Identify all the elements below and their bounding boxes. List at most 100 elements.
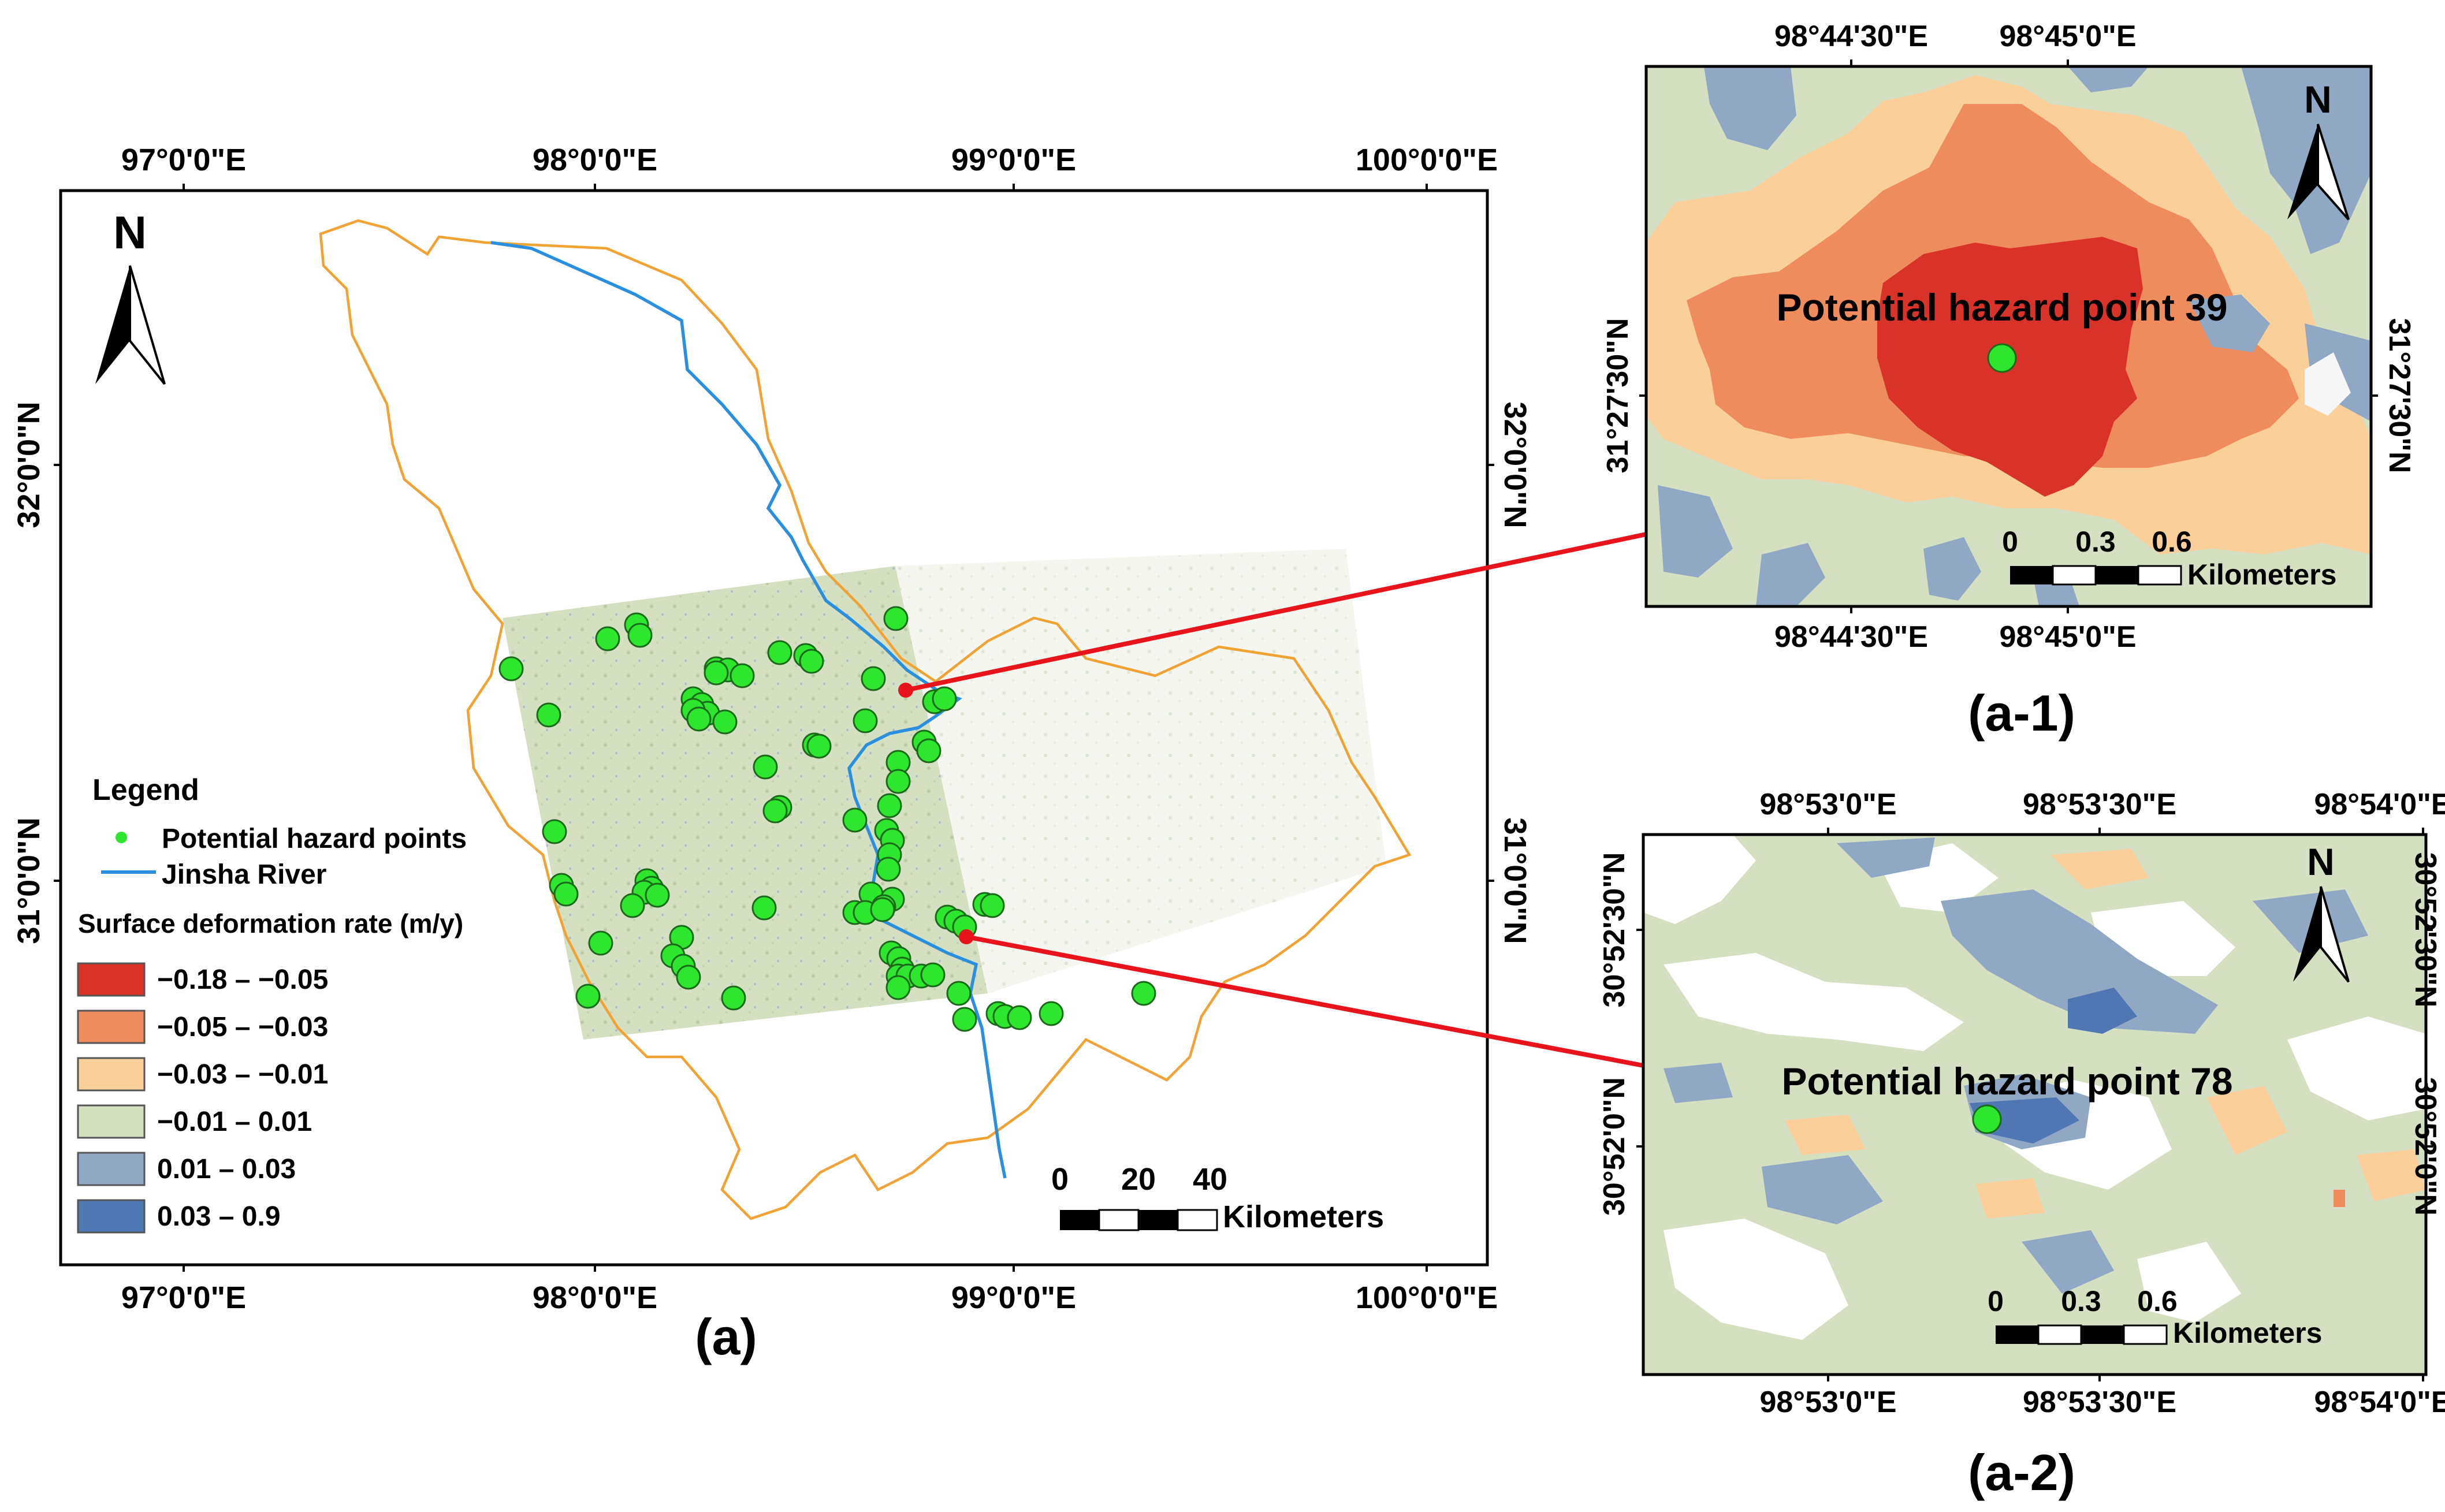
main-bottom-tick-99: 99°0'0"E bbox=[951, 1280, 1076, 1315]
inset-1-scale-unit: Kilometers bbox=[2187, 558, 2336, 591]
hazard-point bbox=[595, 626, 620, 651]
main-bottom-tick-98: 98°0'0"E bbox=[533, 1280, 657, 1315]
legend-river-label: Jinsha River bbox=[162, 859, 326, 890]
main-top-tick-100: 100°0'0"E bbox=[1356, 143, 1498, 177]
jinsha-river bbox=[490, 241, 1007, 1179]
inset-2-scale-bar: 0 0.3 0.6 Kilometers bbox=[1988, 1285, 2322, 1349]
legend-classes: −0.18 – −0.05 −0.05 – −0.03 −0.03 – −0.01 −… bbox=[77, 962, 328, 1234]
hazard-point bbox=[730, 663, 755, 688]
hazard-points bbox=[498, 606, 1156, 1032]
inset-2-bottom-tick-3: 98°54'0"E bbox=[2314, 1386, 2445, 1419]
hazard-point bbox=[686, 706, 712, 732]
legend-swatch bbox=[77, 1104, 146, 1139]
main-left-tick-31: 31°0'0"N bbox=[12, 817, 46, 944]
legend-point-symbol bbox=[116, 832, 127, 843]
hazard-point bbox=[861, 666, 886, 691]
inset-2-scale-0: 0 bbox=[1988, 1285, 2004, 1317]
legend: Legend Potential hazard points Jinsha Ri… bbox=[77, 773, 467, 1234]
inset-2-scale-1: 0.3 bbox=[2061, 1285, 2101, 1317]
legend-swatch bbox=[77, 1010, 146, 1044]
inset-1-title: Potential hazard point 39 bbox=[1776, 286, 2227, 329]
main-scale-20: 20 bbox=[1121, 1162, 1156, 1197]
hazard-point bbox=[870, 897, 895, 922]
hazard-point bbox=[751, 895, 777, 921]
main-top-tick-98: 98°0'0"E bbox=[533, 143, 657, 177]
hazard-point bbox=[627, 623, 653, 648]
inset-2-right-tick-2: 30°52'0"N bbox=[2409, 1077, 2442, 1216]
inset-2-top-tick-1: 98°53'0"E bbox=[1759, 788, 1896, 821]
hazard-point bbox=[920, 962, 946, 988]
hazard-point bbox=[853, 708, 878, 733]
main-top-tick-99: 99°0'0"E bbox=[951, 143, 1076, 177]
hazard-point bbox=[767, 640, 792, 665]
inset-1-bottom-tick-2: 98°45'0"E bbox=[1999, 620, 2136, 654]
inset-1-right-tick: 31°27'30"N bbox=[2383, 318, 2416, 474]
inset-2-scale-unit: Kilometers bbox=[2173, 1317, 2322, 1349]
hazard-point bbox=[553, 881, 579, 907]
hazard-point bbox=[980, 893, 1005, 918]
inset-2-top-tick-3: 98°54'0"E bbox=[2314, 788, 2445, 821]
hazard-point bbox=[542, 819, 567, 844]
hazard-point bbox=[806, 733, 832, 759]
hazard-point bbox=[876, 856, 901, 882]
inset-1-caption: (a-1) bbox=[1968, 684, 2075, 742]
study-area-boundary bbox=[319, 219, 1412, 1220]
hazard-point bbox=[1039, 1001, 1064, 1026]
hazard-point bbox=[799, 649, 824, 674]
inset-2-left-tick-1: 30°52'30"N bbox=[1598, 852, 1631, 1008]
inset-2-caption: (a-2) bbox=[1968, 1444, 2075, 1501]
legend-swatch bbox=[77, 962, 146, 997]
inset-2-top-tick-2: 98°53'30"E bbox=[2023, 788, 2176, 821]
inset-2-raster: Potential hazard point 78 bbox=[1643, 835, 2426, 1375]
inset-2-scale-2: 0.6 bbox=[2137, 1285, 2178, 1317]
hazard-point bbox=[676, 964, 701, 990]
hazard-point bbox=[762, 798, 788, 824]
main-top-tick-97: 97°0'0"E bbox=[121, 143, 246, 177]
hazard-point bbox=[1131, 981, 1156, 1006]
hazard-point bbox=[753, 754, 778, 780]
legend-class-label: −0.18 – −0.05 bbox=[157, 964, 328, 995]
hazard-point bbox=[588, 930, 613, 956]
legend-rate-title: Surface deformation rate (m/y) bbox=[78, 908, 463, 939]
hazard-point bbox=[1007, 1005, 1032, 1030]
hazard-point bbox=[877, 793, 902, 818]
hazard-point bbox=[842, 807, 868, 833]
legend-class-label: −0.01 – 0.01 bbox=[157, 1107, 312, 1137]
hazard-point bbox=[712, 709, 738, 735]
main-scale-bar: 0 20 40 Kilometers bbox=[1051, 1162, 1384, 1234]
legend-class-label: 0.03 – 0.9 bbox=[157, 1201, 281, 1232]
inset-1-frame bbox=[1644, 65, 2373, 608]
main-north-label: N bbox=[113, 207, 147, 258]
main-left-tick-32: 32°0'0"N bbox=[12, 401, 46, 528]
inset-1-raster: Potential hazard point 39 bbox=[1646, 66, 2371, 606]
hazard-point bbox=[885, 769, 911, 794]
main-bottom-tick-97: 97°0'0"E bbox=[121, 1280, 246, 1315]
inset-2-frame bbox=[1642, 833, 2428, 1376]
hazard-point bbox=[575, 984, 601, 1009]
inset-1-scale-0: 0 bbox=[2002, 526, 2018, 558]
inset-2-right-tick-1: 30°52'30"N bbox=[2409, 852, 2442, 1008]
hazard-point bbox=[952, 1007, 977, 1032]
hazard-point bbox=[721, 985, 746, 1011]
legend-points-label: Potential hazard points bbox=[162, 824, 467, 854]
main-map: 97°0'0"E 98°0'0"E 99°0'0"E 100°0'0"E 97°… bbox=[12, 143, 1647, 1365]
main-caption: (a) bbox=[695, 1308, 757, 1365]
inset-2-left-tick-2: 30°52'0"N bbox=[1598, 1077, 1631, 1216]
hazard-point bbox=[498, 656, 524, 681]
leader-line-39 bbox=[905, 532, 1647, 692]
inset-1-scale-2: 0.6 bbox=[2152, 526, 2192, 558]
inset-2-bottom-tick-2: 98°53'30"E bbox=[2023, 1386, 2176, 1419]
inset-1-hazard-point bbox=[1987, 343, 2017, 373]
legend-title: Legend bbox=[92, 773, 199, 807]
main-map-ticks bbox=[54, 184, 1494, 1272]
insar-coverage-white bbox=[895, 549, 1386, 993]
inset-2-north-arrow: N bbox=[2293, 840, 2350, 983]
inset-2-title: Potential hazard point 78 bbox=[1781, 1060, 2232, 1103]
main-scale-unit: Kilometers bbox=[1223, 1200, 1384, 1234]
legend-swatch bbox=[77, 1152, 146, 1186]
leader-line-78 bbox=[966, 934, 1644, 1068]
hazard-point bbox=[885, 975, 911, 1000]
inset-1-scale-bar: 0 0.3 0.6 Kilometers bbox=[2002, 526, 2336, 591]
main-bottom-tick-100: 100°0'0"E bbox=[1356, 1280, 1498, 1315]
